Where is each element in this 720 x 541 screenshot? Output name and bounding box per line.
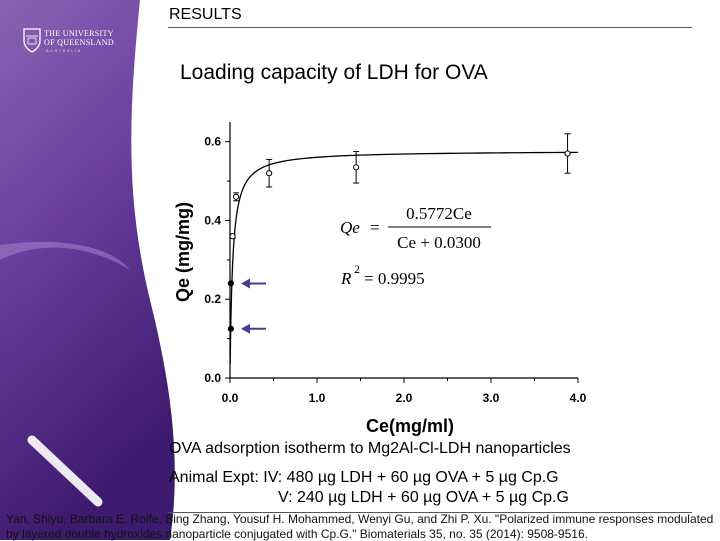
- x-tick-label: 2.0: [396, 391, 413, 405]
- sidebar-band: [0, 0, 175, 540]
- eq-numerator: 0.5772Ce: [406, 204, 472, 223]
- logo-text-line2: OF QUEENSLAND: [44, 38, 114, 47]
- crest-icon: [23, 28, 41, 53]
- figure-caption: OVA adsorption isotherm to Mg2Al-Cl-LDH …: [169, 440, 571, 457]
- university-logo: [23, 28, 41, 53]
- eq-denominator: Ce + 0.0300: [397, 233, 481, 252]
- animal-expt-line1: Animal Expt: IV: 480 µg LDH + 60 µg OVA …: [169, 469, 559, 486]
- data-point: [564, 150, 571, 157]
- section-title: RESULTS: [169, 6, 242, 23]
- reference-line1: Yan, Shiyu, Barbara E. Rolfe, Bing Zhang…: [6, 512, 714, 526]
- y-tick-label: 0.4: [204, 213, 221, 227]
- logo-text-line1: THE UNIVERSITY: [44, 29, 114, 38]
- y-axis-label: Qe (mg/mg): [173, 202, 193, 302]
- header-divider: [168, 27, 692, 28]
- arrow-head: [241, 323, 250, 334]
- r2-value: = 0.9995: [364, 269, 425, 288]
- reference-line2: by layered double hydroxides nanoparticl…: [6, 527, 588, 541]
- x-tick-label: 3.0: [483, 391, 500, 405]
- data-point: [227, 325, 234, 332]
- chart-ticks: 0.0 1.0 2.0 3.0 4.0 0.0 0.2 0.4 0.6: [204, 135, 586, 405]
- x-axis-label: Ce(mg/ml): [366, 416, 454, 436]
- x-tick-label: 0.0: [222, 391, 239, 405]
- data-point: [229, 233, 236, 240]
- reference-divider: [168, 512, 692, 513]
- r2-exponent: 2: [354, 262, 360, 276]
- data-point: [227, 280, 234, 287]
- data-points: [227, 133, 571, 332]
- fit-equation: Qe = 0.5772Ce Ce + 0.0300 R 2 = 0.9995: [340, 204, 491, 288]
- sidebar-diagonal-stroke: [27, 435, 103, 507]
- slide-title: Loading capacity of LDH for OVA: [180, 61, 488, 84]
- arrow-markers: [241, 278, 266, 334]
- animal-expt-line2: V: 240 µg LDH + 60 µg OVA + 5 µg Cp.G: [278, 489, 569, 506]
- y-tick-label: 0.0: [204, 371, 221, 385]
- r2-label: R: [340, 269, 352, 288]
- y-tick-label: 0.2: [204, 292, 221, 306]
- y-tick-label: 0.6: [204, 135, 221, 149]
- data-point: [232, 193, 240, 200]
- arrow-head: [241, 278, 250, 289]
- x-tick-label: 4.0: [570, 391, 587, 405]
- eq-lhs: Qe: [340, 218, 360, 237]
- eq-equals: =: [370, 218, 380, 237]
- data-point: [266, 170, 273, 177]
- logo-text-line3: AUSTRALIA: [46, 48, 82, 53]
- data-point: [353, 164, 360, 171]
- sidebar-highlight: [0, 241, 130, 270]
- langmuir-fit-curve: [229, 151, 579, 364]
- x-tick-label: 1.0: [309, 391, 326, 405]
